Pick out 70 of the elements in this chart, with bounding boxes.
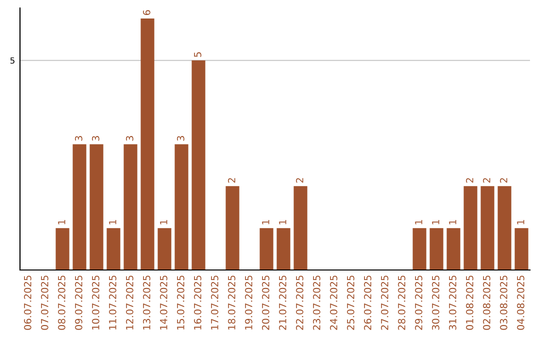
data-label: 3	[74, 136, 82, 141]
x-tick-label: 27.07.2025	[380, 276, 388, 330]
data-label: 2	[500, 178, 508, 183]
bar	[514, 228, 528, 270]
x-tick-label: 03.08.2025	[500, 276, 508, 330]
data-label: 6	[142, 10, 150, 16]
data-label: 1	[449, 220, 456, 224]
bar	[106, 228, 120, 270]
bar	[90, 144, 104, 270]
data-label: 1	[109, 220, 116, 224]
x-tick-label: 01.08.2025	[466, 276, 474, 330]
x-tick-label: 21.07.2025	[278, 276, 286, 330]
data-label: 3	[126, 136, 134, 141]
data-label: 2	[228, 178, 236, 183]
bar	[158, 228, 172, 270]
data-label: 1	[160, 220, 168, 224]
bar	[56, 228, 70, 270]
x-tick-label: 26.07.2025	[364, 276, 372, 330]
bar	[294, 186, 308, 270]
data-label: 2	[466, 178, 474, 183]
bar	[226, 186, 240, 270]
data-label: 1	[279, 220, 286, 224]
x-tick-label: 24.07.2025	[330, 276, 338, 330]
x-tick-label: 10.07.2025	[92, 276, 100, 330]
x-tick-label: 23.07.2025	[312, 276, 320, 330]
data-label: 1	[262, 220, 270, 224]
bar	[72, 144, 86, 270]
x-tick-label: 14.07.2025	[160, 276, 168, 330]
bar	[480, 186, 494, 270]
data-label: 1	[517, 220, 524, 224]
x-tick-label: 31.07.2025	[448, 276, 456, 330]
x-tick-label: 04.08.2025	[516, 276, 524, 330]
x-tick-label: 15.07.2025	[176, 276, 184, 330]
bar	[276, 228, 290, 270]
x-tick-label: 25.07.2025	[346, 276, 354, 330]
data-label: 1	[415, 220, 422, 224]
x-tick-label: 12.07.2025	[126, 276, 134, 330]
x-tick-label: 07.07.2025	[40, 276, 48, 330]
bar	[174, 144, 188, 270]
data-label: 2	[296, 178, 304, 183]
bar	[412, 228, 426, 270]
x-tick-label: 19.07.2025	[244, 276, 252, 330]
x-tick-label: 20.07.2025	[262, 276, 270, 330]
bar	[446, 228, 460, 270]
bar	[140, 18, 154, 270]
x-tick-label: 22.07.2025	[296, 276, 304, 330]
x-tick-label: 17.07.2025	[210, 276, 218, 330]
x-tick-label: 11.07.2025	[108, 276, 116, 330]
x-tick-label: 13.07.2025	[142, 276, 150, 330]
x-tick-label: 30.07.2025	[432, 276, 440, 330]
x-tick-label: 06.07.2025	[24, 276, 32, 330]
data-label: 5	[194, 52, 202, 57]
data-label: 1	[432, 220, 440, 224]
data-label: 3	[176, 136, 184, 141]
bar	[124, 144, 138, 270]
bar	[192, 60, 206, 270]
x-tick-label: 09.07.2025	[74, 276, 82, 330]
data-label: 3	[92, 136, 100, 141]
bar	[260, 228, 274, 270]
data-label: 1	[58, 220, 66, 224]
x-tick-label: 18.07.2025	[228, 276, 236, 330]
x-tick-label: 02.08.2025	[482, 276, 490, 330]
bar	[430, 228, 444, 270]
bar	[464, 186, 478, 270]
bar	[498, 186, 512, 270]
x-tick-label: 28.07.2025	[398, 276, 406, 330]
x-tick-label: 16.07.2025	[194, 276, 202, 330]
x-tick-label: 29.07.2025	[414, 276, 422, 330]
x-tick-label: 08.07.2025	[58, 276, 66, 330]
data-label: 2	[482, 178, 490, 183]
